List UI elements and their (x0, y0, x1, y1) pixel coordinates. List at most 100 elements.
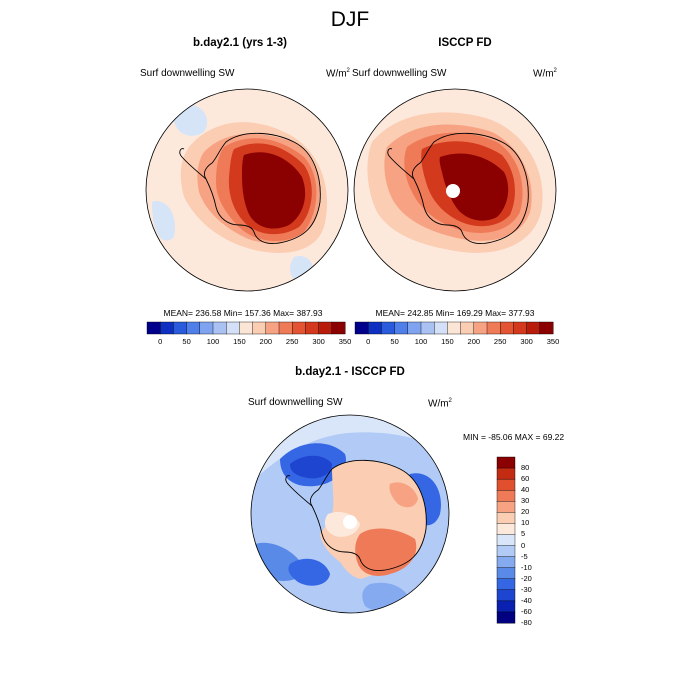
colorbar-swatch (225, 321, 240, 335)
panel3-stats: MIN = -85.06 MAX = 69.22 (463, 432, 565, 442)
colorbar-swatch (496, 523, 516, 535)
colorbar-swatch (186, 321, 201, 335)
colorbar-tick-label: 300 (312, 337, 325, 346)
panel3-positive-region (389, 482, 418, 508)
colorbar-tick-label: 30 (521, 496, 530, 506)
colorbar-tick-label: 350 (546, 337, 560, 346)
panel1-units-label: W/m2 (326, 68, 350, 80)
colorbar-swatch (496, 501, 516, 513)
panel3-pole-gap (343, 515, 357, 529)
colorbar-tick-label: -80 (521, 618, 532, 627)
panel3-map-border (250, 414, 450, 614)
panel3-title: b.day2.1 - ISCCP FD (295, 366, 405, 378)
colorbar-swatch (496, 456, 516, 469)
colorbar-swatch (496, 467, 516, 480)
colorbar-tick-label: 150 (233, 337, 246, 346)
panel1-coastline (203, 132, 321, 244)
colorbar-swatch (407, 321, 422, 335)
colorbar-swatch (331, 321, 346, 335)
colorbar-tick-label: 60 (521, 474, 530, 484)
colorbar-tick-label: -5 (521, 551, 528, 561)
colorbar-swatch (420, 321, 435, 335)
colorbar-swatch (496, 512, 516, 524)
panel1-map-border (145, 88, 349, 292)
panel2-peninsula (387, 148, 415, 180)
panel1-title: b.day2.1 (yrs 1-3) (193, 37, 287, 49)
colorbar-tick-label: 250 (493, 337, 507, 346)
panel3-negative-region (288, 558, 330, 586)
panel2-title: ISCCP FD (438, 37, 492, 49)
panel2-pole-gap (446, 184, 460, 198)
colorbar-swatch (278, 321, 293, 335)
colorbar-swatch (159, 321, 174, 335)
panel2-coastline (411, 132, 529, 244)
colorbar-swatch (252, 321, 267, 335)
colorbar-tick-label: -30 (521, 584, 532, 594)
panel3-negative-region (290, 455, 332, 479)
colorbar-swatch (318, 321, 333, 335)
panel2-polar-map (353, 88, 557, 292)
colorbar-swatch (199, 321, 214, 335)
colorbar-swatch (496, 578, 516, 591)
panel1-polar-map (145, 88, 349, 292)
panel3-polar-map (250, 414, 450, 614)
colorbar-swatch (526, 321, 541, 335)
colorbar-swatch (239, 321, 254, 335)
panel2-units-label: W/m2 (533, 68, 557, 80)
panel1-stats: MEAN= 236.58 Min= 157.36 Max= 387.93 (163, 308, 323, 318)
panel1-peninsula (179, 148, 207, 180)
colorbar-swatch (496, 589, 516, 602)
panel1-core (242, 152, 306, 229)
colorbar-swatch (381, 321, 396, 335)
panel2-colorbar (354, 321, 554, 335)
panel2-variable-label: Surf downwelling SW (352, 68, 447, 79)
colorbar-tick-label: 80 (521, 463, 530, 473)
colorbar-tick-label: 5 (521, 529, 526, 539)
colorbar-tick-label: 0 (158, 337, 163, 346)
panel2-stats: MEAN= 242.85 Min= 169.29 Max= 377.93 (375, 308, 535, 318)
panel1-low-region (152, 201, 175, 241)
colorbar-swatch (513, 321, 528, 335)
panel1-colorbar-ticks: 0 50 100 150 200 250 300 350 (147, 337, 351, 349)
panel3-positive-region (355, 528, 417, 576)
colorbar-swatch (265, 321, 280, 335)
colorbar-tick-label: 0 (366, 337, 371, 346)
colorbar-tick-label: 250 (285, 337, 299, 346)
colorbar-swatch (496, 490, 516, 502)
colorbar-swatch (291, 321, 306, 335)
colorbar-tick-label: -20 (521, 573, 532, 583)
panel3-peninsula (285, 475, 313, 507)
colorbar-swatch (367, 321, 382, 335)
colorbar-swatch (486, 321, 501, 335)
colorbar-swatch (447, 321, 462, 335)
colorbar-tick-label: 20 (521, 507, 530, 517)
panel1-colorbar (146, 321, 346, 335)
colorbar-swatch (146, 321, 161, 335)
panel3-units-label: W/m2 (428, 398, 452, 410)
panel2-core (439, 153, 509, 221)
colorbar-swatch (212, 321, 227, 335)
panel3-colorbar (496, 456, 516, 624)
panel2-map-border (353, 88, 557, 292)
colorbar-tick-label: 200 (467, 337, 481, 346)
colorbar-tick-label: 100 (206, 337, 220, 346)
figure-title: DJF (330, 8, 370, 31)
colorbar-tick-label: 350 (338, 337, 352, 346)
colorbar-tick-label: -40 (521, 595, 532, 605)
colorbar-swatch (496, 556, 516, 569)
colorbar-tick-label: 150 (441, 337, 454, 346)
colorbar-tick-label: 50 (182, 337, 191, 346)
colorbar-swatch (496, 534, 516, 547)
colorbar-tick-label: -60 (521, 606, 532, 616)
colorbar-swatch (433, 321, 448, 335)
panel2-colorbar-ticks: 0 50 100 150 200 250 300 350 (355, 337, 559, 349)
colorbar-swatch (539, 321, 554, 335)
colorbar-tick-label: 40 (521, 485, 530, 495)
panel3-colorbar-ticks: 80 60 40 30 20 10 5 0 -5 -10 -20 -30 -40 -60 -80 (519, 457, 559, 627)
colorbar-swatch (473, 321, 488, 335)
panel1-variable-label: Surf downwelling SW (140, 68, 235, 79)
colorbar-swatch (394, 321, 409, 335)
colorbar-tick-label: 50 (390, 337, 399, 346)
colorbar-swatch (305, 321, 320, 335)
colorbar-swatch (173, 321, 188, 335)
